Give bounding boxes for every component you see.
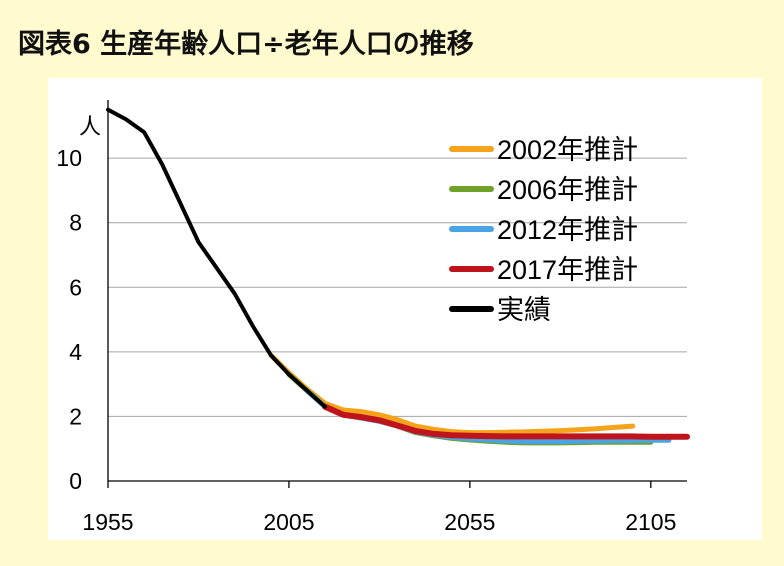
legend-label: 2012年推計 [497,215,638,245]
series-line-2002-projection [268,352,636,436]
legend-label: 実績 [497,295,551,325]
y-tick-label: 8 [69,210,82,236]
gridlines [108,157,687,417]
y-axis-unit-label: 人 [79,114,101,139]
legend-item: 2012年推計 [449,215,638,245]
legend-item: 2002年推計 [449,135,638,165]
y-tick-label: 6 [69,274,82,300]
x-tick-labels: 1955 2005 2055 2105 [82,481,676,535]
y-tick-label: 10 [56,145,82,171]
x-tick-label: 1955 [82,509,133,535]
legend-label: 2006年推計 [497,175,638,205]
legend-item: 2006年推計 [449,175,638,205]
x-tick-label: 2005 [263,509,314,535]
y-tick-label: 2 [69,403,82,429]
y-tick-label: 4 [69,339,82,365]
legend-label: 2017年推計 [497,255,638,285]
y-tick-label: 0 [69,468,82,494]
x-tick-label: 2105 [625,509,676,535]
plot-area [48,78,762,540]
series-line-2017-projection [322,403,690,440]
series-lines [106,107,690,446]
legend-label: 2002年推計 [497,135,638,165]
chart-title: 図表6 生産年齢人口÷老年人口の推移 [18,29,474,60]
series-line-actual [106,107,328,409]
y-tick-labels: 0 2 4 6 8 10 [56,145,82,494]
legend-item: 2017年推計 [449,255,638,285]
legend-item: 実績 [449,295,551,325]
x-tick-label: 2055 [444,509,495,535]
